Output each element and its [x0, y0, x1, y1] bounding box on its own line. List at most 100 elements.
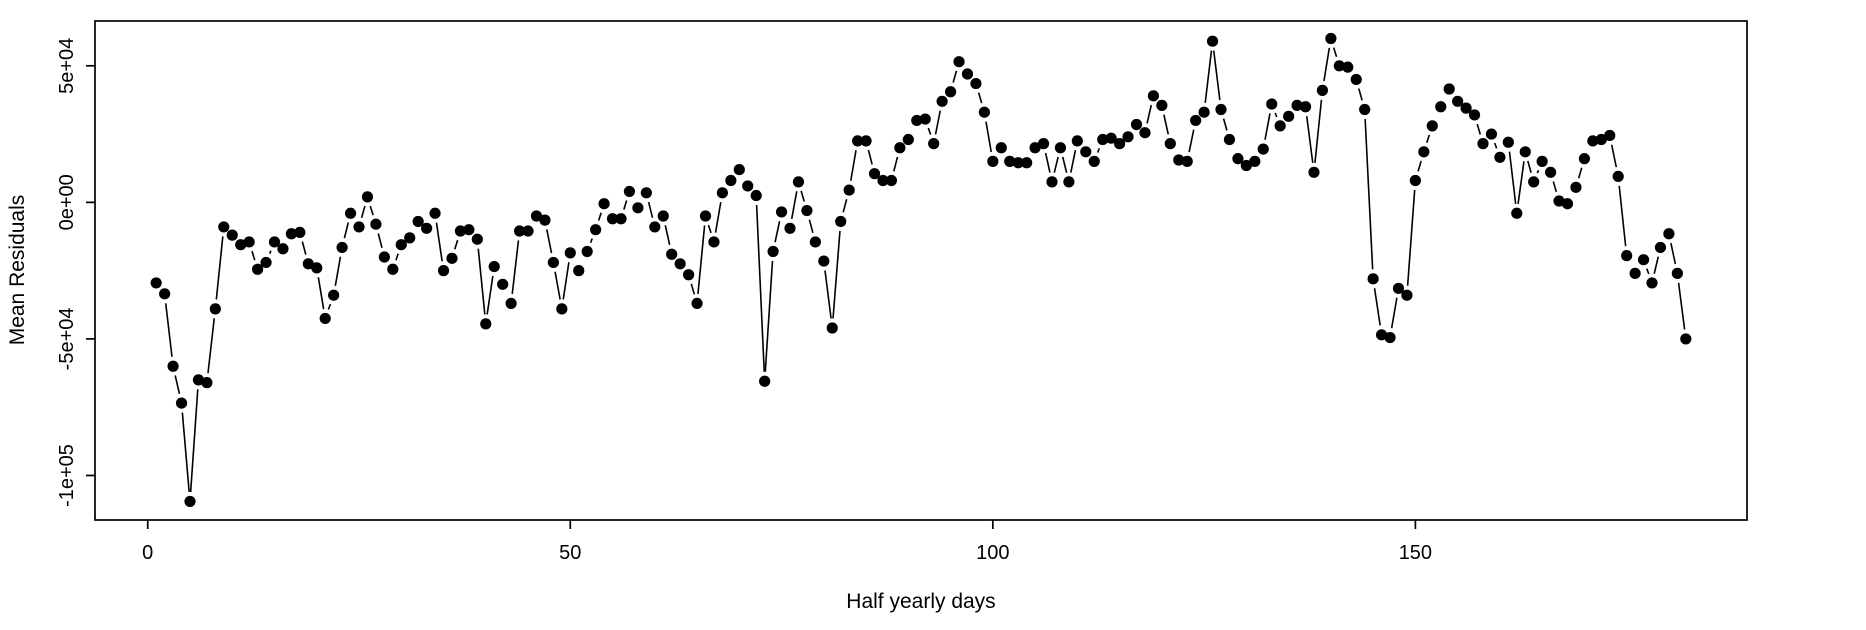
data-point: [556, 303, 568, 315]
data-point: [1283, 110, 1295, 122]
data-point: [404, 232, 416, 244]
series-segment: [1552, 181, 1558, 193]
data-point: [192, 374, 205, 386]
data-point: [437, 265, 450, 277]
data-point: [725, 174, 737, 187]
data-point: [657, 210, 669, 222]
series-segment: [842, 199, 848, 213]
series-segment: [511, 240, 520, 295]
data-point: [1426, 120, 1438, 132]
data-point: [1595, 133, 1607, 146]
data-point: [826, 322, 838, 334]
data-point: [978, 106, 990, 118]
data-point: [944, 86, 957, 98]
series-segment: [1204, 50, 1213, 103]
data-point: [1485, 128, 1498, 140]
data-point: [1325, 32, 1337, 45]
series-segment: [1618, 185, 1627, 247]
data-point: [522, 225, 534, 237]
data-point: [1392, 282, 1405, 294]
data-point: [632, 202, 644, 214]
series-segment: [334, 256, 342, 287]
series-segment: [927, 127, 932, 135]
series-segment: [1508, 151, 1517, 204]
data-point: [547, 256, 559, 269]
data-point: [1494, 151, 1506, 163]
series-segment: [1653, 256, 1660, 274]
series-segment: [977, 92, 983, 104]
data-point: [1147, 90, 1160, 102]
data-point: [818, 255, 830, 267]
series-segment: [369, 205, 374, 216]
series-segment: [268, 250, 272, 254]
data-point: [1291, 99, 1303, 111]
data-point: [1198, 106, 1210, 118]
data-point: [235, 239, 247, 251]
data-point: [463, 224, 475, 236]
x-tick-label: 50: [559, 542, 581, 564]
data-point: [311, 262, 323, 274]
series-segment: [1044, 152, 1051, 173]
series-segment: [343, 222, 350, 239]
series-segment: [554, 271, 561, 300]
series-segment: [1146, 104, 1153, 124]
data-point: [1232, 153, 1244, 165]
data-point: [1646, 277, 1658, 289]
series-segment: [808, 219, 814, 233]
data-point: [184, 495, 196, 508]
series-segment: [849, 150, 857, 181]
data-point: [530, 210, 543, 222]
data-point: [767, 245, 779, 258]
series-segment: [1163, 114, 1170, 135]
data-point: [911, 114, 923, 127]
series-segment: [664, 225, 671, 246]
data-point: [1333, 60, 1345, 72]
data-point: [1046, 176, 1058, 188]
series-segment: [707, 224, 712, 234]
data-point: [480, 318, 492, 330]
data-point: [716, 187, 729, 199]
series-segment: [1332, 47, 1338, 57]
data-point: [733, 163, 745, 176]
series-segment: [435, 222, 443, 262]
series-segment: [755, 204, 766, 372]
data-point: [936, 95, 948, 107]
data-point: [1240, 159, 1252, 172]
data-point: [1181, 155, 1193, 167]
data-point: [995, 142, 1007, 154]
series-segment: [181, 412, 190, 493]
data-point: [285, 228, 298, 240]
data-point: [809, 236, 821, 248]
series-segment: [317, 277, 325, 310]
data-point: [708, 236, 720, 248]
data-point: [201, 377, 213, 389]
data-point: [699, 210, 712, 222]
x-tick-label: 0: [142, 542, 153, 564]
series-segment: [360, 205, 366, 219]
data-point: [344, 207, 357, 219]
data-point: [1164, 138, 1176, 150]
data-point: [919, 113, 931, 125]
series-segment: [597, 212, 602, 221]
data-point: [615, 213, 627, 225]
data-point: [1502, 136, 1514, 148]
series-segment: [1646, 268, 1650, 275]
data-point: [1223, 133, 1236, 146]
data-point: [640, 187, 652, 199]
series-segment: [1212, 50, 1221, 101]
series-segment: [1305, 116, 1314, 163]
series-segment: [1264, 113, 1271, 140]
series-segment: [1536, 169, 1540, 174]
series-segment: [764, 260, 774, 372]
data-point: [649, 221, 661, 233]
data-point: [336, 241, 348, 254]
data-point: [970, 77, 982, 90]
data-point: [581, 245, 593, 258]
data-series: [150, 32, 1692, 508]
data-point: [1637, 254, 1650, 266]
data-point: [1139, 127, 1151, 139]
data-point: [454, 225, 467, 237]
data-point: [1367, 273, 1379, 285]
data-point: [1012, 157, 1024, 169]
